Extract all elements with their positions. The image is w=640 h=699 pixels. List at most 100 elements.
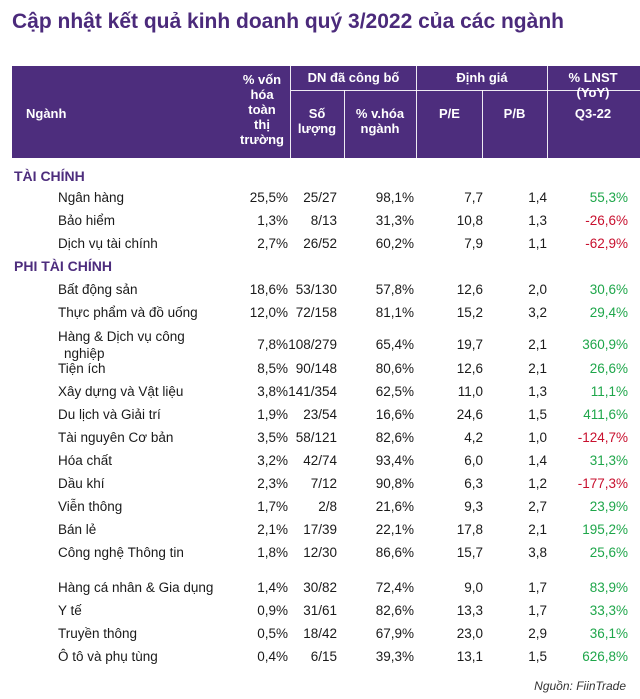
market-cap-share: 7,8% xyxy=(257,337,288,352)
sector-name: Y tế xyxy=(58,603,82,618)
reported-count: 8/13 xyxy=(310,213,337,228)
header-lnst-q: Q3-22 xyxy=(574,106,612,121)
pb-value: 1,2 xyxy=(528,476,547,491)
pe-value: 12,6 xyxy=(456,361,483,376)
market-cap-share: 1,3% xyxy=(257,213,288,228)
sector-name: Dầu khí xyxy=(58,476,105,491)
market-cap-share: 2,3% xyxy=(257,476,288,491)
header-pe: P/E xyxy=(439,106,460,121)
reported-count: 17/39 xyxy=(303,522,337,537)
lnst-growth: 31,3% xyxy=(589,453,628,468)
pb-value: 1,4 xyxy=(528,453,547,468)
reported-count: 7/12 xyxy=(310,476,337,491)
sector-name: Thực phẩm và đồ uống xyxy=(58,305,198,320)
reported-count: 26/52 xyxy=(303,236,337,251)
market-cap-share: 2,1% xyxy=(257,522,288,537)
section-heading: TÀI CHÍNH xyxy=(14,168,85,184)
header-pct-vhoa-nganh: % v.hóa ngành xyxy=(355,106,405,136)
reported-count: 53/130 xyxy=(295,282,337,297)
reported-count: 25/27 xyxy=(303,190,337,205)
pb-value: 2,9 xyxy=(528,626,547,641)
market-cap-share: 3,5% xyxy=(257,430,288,445)
reported-cap-share: 31,3% xyxy=(375,213,414,228)
reported-count: 18/42 xyxy=(303,626,337,641)
pb-value: 1,7 xyxy=(528,580,547,595)
reported-count: 90/148 xyxy=(295,361,337,376)
pe-value: 13,3 xyxy=(456,603,483,618)
market-cap-share: 12,0% xyxy=(249,305,288,320)
reported-cap-share: 39,3% xyxy=(375,649,414,664)
header-nganh: Ngành xyxy=(26,106,67,121)
pb-value: 2,1 xyxy=(528,337,547,352)
pe-value: 15,2 xyxy=(456,305,483,320)
pe-value: 23,0 xyxy=(456,626,483,641)
pb-value: 2,7 xyxy=(528,499,547,514)
market-cap-share: 0,5% xyxy=(257,626,288,641)
reported-count: 2/8 xyxy=(318,499,337,514)
source-note: Nguồn: FiinTrade xyxy=(534,679,626,693)
reported-cap-share: 62,5% xyxy=(375,384,414,399)
lnst-growth: -62,9% xyxy=(585,236,628,251)
lnst-growth: 360,9% xyxy=(582,337,628,352)
sector-name: Hàng & Dịch vụ công nghiệp xyxy=(58,329,185,361)
sector-name: Bảo hiểm xyxy=(58,213,116,228)
sector-name: Truyền thông xyxy=(58,626,138,641)
pe-value: 7,7 xyxy=(464,190,483,205)
sector-name: Bất động sản xyxy=(58,282,138,297)
lnst-growth: 55,3% xyxy=(589,190,628,205)
reported-cap-share: 98,1% xyxy=(375,190,414,205)
reported-count: 30/82 xyxy=(303,580,337,595)
market-cap-share: 25,5% xyxy=(249,190,288,205)
pe-value: 4,2 xyxy=(464,430,483,445)
pe-value: 9,3 xyxy=(464,499,483,514)
reported-cap-share: 22,1% xyxy=(375,522,414,537)
pe-value: 12,6 xyxy=(456,282,483,297)
market-cap-share: 2,7% xyxy=(257,236,288,251)
sector-name: Bán lẻ xyxy=(58,522,97,537)
pb-value: 1,5 xyxy=(528,407,547,422)
lnst-growth: 626,8% xyxy=(582,649,628,664)
pb-value: 2,1 xyxy=(528,522,547,537)
lnst-growth: 25,6% xyxy=(589,545,628,560)
reported-count: 12/30 xyxy=(303,545,337,560)
header-lnst: % LNST (YoY) xyxy=(568,70,618,100)
pb-value: 1,0 xyxy=(528,430,547,445)
lnst-growth: 29,4% xyxy=(589,305,628,320)
sector-name: Xây dựng và Vật liệu xyxy=(58,384,184,399)
pe-value: 6,3 xyxy=(464,476,483,491)
reported-cap-share: 57,8% xyxy=(375,282,414,297)
reported-count: 58/121 xyxy=(295,430,337,445)
pe-value: 10,8 xyxy=(456,213,483,228)
sector-name: Ngân hàng xyxy=(58,190,125,205)
reported-cap-share: 80,6% xyxy=(375,361,414,376)
reported-count: 31/61 xyxy=(303,603,337,618)
lnst-growth: 411,6% xyxy=(583,407,628,422)
reported-count: 108/279 xyxy=(288,337,337,352)
table-header: Ngành % vốn hóa toàn thị trường DN đã cô… xyxy=(12,66,640,158)
reported-cap-share: 90,8% xyxy=(375,476,414,491)
lnst-growth: 33,3% xyxy=(589,603,628,618)
pb-value: 1,7 xyxy=(528,603,547,618)
reported-cap-share: 72,4% xyxy=(375,580,414,595)
lnst-growth: 30,6% xyxy=(589,282,628,297)
reported-cap-share: 93,4% xyxy=(375,453,414,468)
pb-value: 1,3 xyxy=(528,384,547,399)
reported-cap-share: 21,6% xyxy=(375,499,414,514)
pb-value: 1,5 xyxy=(528,649,547,664)
reported-cap-share: 86,6% xyxy=(375,545,414,560)
sector-name: Tài nguyên Cơ bản xyxy=(58,430,174,445)
reported-cap-share: 67,9% xyxy=(375,626,414,641)
reported-cap-share: 82,6% xyxy=(375,603,414,618)
sector-name: Du lịch và Giải trí xyxy=(58,407,161,422)
header-so-luong: Số lượng xyxy=(297,106,337,136)
sector-name: Viễn thông xyxy=(58,499,123,514)
reported-count: 42/74 xyxy=(303,453,337,468)
pe-value: 6,0 xyxy=(464,453,483,468)
pb-value: 3,2 xyxy=(528,305,547,320)
reported-cap-share: 16,6% xyxy=(375,407,414,422)
header-dinh-gia: Định giá xyxy=(456,70,508,85)
market-cap-share: 18,6% xyxy=(249,282,288,297)
market-cap-share: 1,4% xyxy=(257,580,288,595)
section-heading: PHI TÀI CHÍNH xyxy=(14,258,112,274)
lnst-growth: -26,6% xyxy=(585,213,628,228)
